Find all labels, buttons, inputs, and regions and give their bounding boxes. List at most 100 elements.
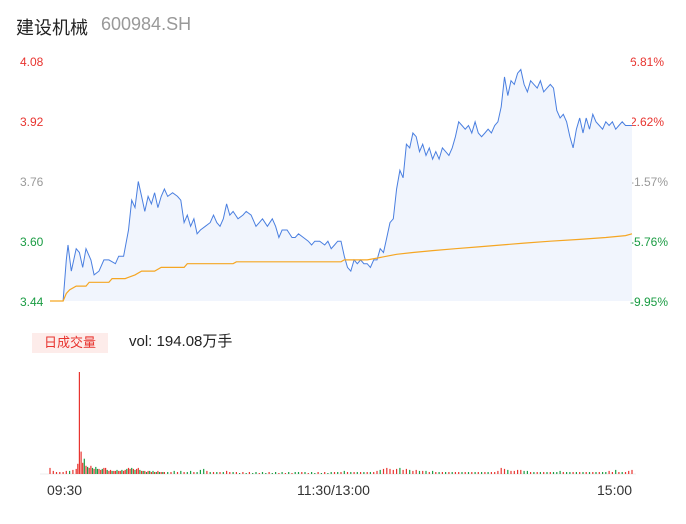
volume-bar bbox=[487, 472, 489, 474]
volume-bar bbox=[98, 468, 100, 474]
volume-bar bbox=[320, 473, 322, 474]
volume-bar bbox=[158, 472, 161, 474]
volume-bar bbox=[176, 472, 179, 474]
volume-bar bbox=[360, 472, 362, 474]
volume-bar bbox=[389, 468, 391, 474]
volume-bar bbox=[106, 469, 108, 474]
volume-bar bbox=[585, 472, 587, 474]
volume-bar bbox=[136, 468, 138, 474]
volume-bar bbox=[539, 472, 541, 474]
volume-bar bbox=[428, 472, 430, 474]
volume-bar bbox=[78, 372, 80, 474]
volume-bar bbox=[579, 472, 581, 474]
volume-bar bbox=[382, 468, 385, 474]
volume-bar bbox=[216, 472, 218, 474]
volume-bar bbox=[152, 470, 154, 474]
volume-bar bbox=[206, 470, 208, 474]
volume-bar bbox=[193, 472, 195, 474]
volume-bar bbox=[154, 472, 156, 474]
volume-bar bbox=[350, 472, 352, 474]
volume-bar bbox=[203, 468, 205, 474]
x-tick-label: 11:30/13:00 bbox=[297, 482, 370, 498]
volume-bar bbox=[49, 467, 51, 474]
volume-bar bbox=[618, 472, 620, 474]
volume-bar bbox=[461, 472, 463, 474]
volume-bar bbox=[88, 467, 90, 474]
volume-bar bbox=[477, 472, 479, 474]
volume-bar bbox=[93, 468, 95, 474]
volume-bar bbox=[72, 469, 74, 474]
volume-bar bbox=[134, 469, 136, 474]
volume-bar bbox=[141, 470, 143, 474]
volume-bar bbox=[624, 472, 627, 474]
volume-bar bbox=[105, 467, 107, 474]
volume-bar bbox=[291, 473, 293, 474]
volume-bar bbox=[180, 470, 182, 474]
volume-bar bbox=[186, 472, 188, 474]
volume-bar bbox=[124, 469, 126, 474]
volume-bar bbox=[432, 470, 434, 474]
volume-bar bbox=[52, 470, 54, 474]
volume-bar bbox=[552, 472, 555, 474]
volume-bar bbox=[526, 470, 528, 474]
volume-bar bbox=[448, 472, 450, 474]
volume-bar bbox=[517, 469, 519, 474]
volume-bar bbox=[556, 472, 558, 474]
price-axis-label: 4.08 bbox=[20, 55, 44, 69]
volume-bar bbox=[123, 470, 125, 474]
volume-bar bbox=[103, 467, 105, 474]
volume-bar bbox=[147, 470, 149, 474]
volume-bar bbox=[113, 470, 115, 474]
volume-bar bbox=[353, 472, 355, 474]
volume-bar bbox=[119, 470, 121, 474]
volume-bar bbox=[415, 469, 417, 474]
volume-bar bbox=[245, 473, 247, 474]
volume-bar bbox=[510, 470, 512, 474]
volume-bar bbox=[162, 472, 164, 474]
volume-bar bbox=[297, 472, 300, 474]
volume-bar bbox=[91, 467, 94, 474]
volume-bar bbox=[242, 472, 244, 474]
volume-bar bbox=[121, 469, 123, 474]
volume-bar bbox=[129, 468, 131, 474]
volume-bar bbox=[324, 472, 326, 474]
volume-bar bbox=[454, 472, 456, 474]
volume-bar bbox=[451, 472, 453, 474]
volume-bar bbox=[376, 470, 378, 474]
volume-bar bbox=[445, 472, 447, 474]
volume-bar bbox=[268, 472, 270, 474]
volume-bar bbox=[402, 469, 404, 474]
volume-bar bbox=[108, 470, 110, 474]
volume-bar bbox=[183, 472, 185, 474]
volume-bar bbox=[533, 472, 535, 474]
volume-bar bbox=[116, 469, 118, 474]
volume-bar bbox=[118, 470, 120, 474]
volume-bar bbox=[163, 472, 165, 474]
volume-bar bbox=[536, 472, 538, 474]
volume-bar bbox=[196, 472, 198, 474]
volume-bar bbox=[281, 472, 283, 474]
volume-bar bbox=[422, 470, 424, 474]
volume-bar bbox=[343, 470, 345, 474]
volume-bar bbox=[157, 470, 159, 474]
volume-bar bbox=[90, 465, 92, 474]
volume-bar bbox=[546, 472, 548, 474]
volume-bar bbox=[608, 470, 610, 474]
volume-bar bbox=[386, 467, 388, 474]
pct-axis-label: -5.76% bbox=[630, 235, 669, 249]
volume-bar bbox=[337, 472, 339, 474]
volume-bar bbox=[373, 472, 375, 474]
x-tick-label: 09:30 bbox=[47, 482, 83, 498]
volume-bar bbox=[55, 472, 58, 474]
volume-bar bbox=[85, 465, 87, 474]
volume-bar bbox=[304, 472, 306, 474]
volume-bar bbox=[631, 469, 633, 474]
volume-bar bbox=[569, 472, 571, 474]
pct-axis-label: -1.57% bbox=[630, 175, 669, 189]
volume-bar bbox=[131, 467, 133, 474]
volume-bar bbox=[572, 472, 574, 474]
x-tick-label: 15:00 bbox=[597, 482, 633, 498]
volume-bar bbox=[327, 473, 329, 474]
volume-bar bbox=[199, 469, 201, 474]
volume-bar bbox=[418, 470, 421, 474]
